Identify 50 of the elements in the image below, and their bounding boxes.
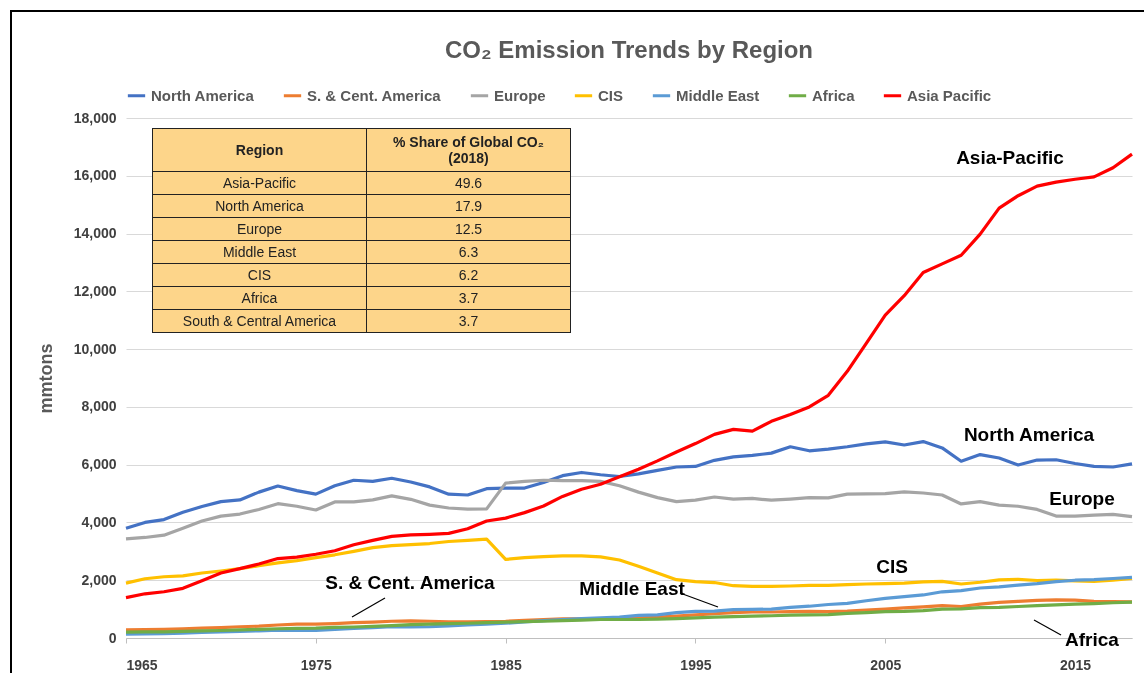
annotation: 6.3: [366, 240, 571, 264]
x-tick-label: 1985: [490, 656, 522, 673]
y-tick-label: 18,000: [73, 109, 117, 126]
annotation: Africa: [152, 286, 367, 310]
annotation: Asia-Pacific: [152, 171, 367, 195]
annotation: Europe: [1049, 488, 1115, 510]
line-series: [124, 439, 1134, 530]
chart-title: CO₂ Emission Trends by Region: [444, 36, 814, 63]
annotation: Middle East: [152, 240, 367, 264]
annotation: North America: [152, 194, 367, 218]
annotation: 12.5: [366, 217, 571, 241]
annotation: Africa: [1065, 629, 1119, 651]
annotation: Asia-Pacific: [956, 147, 1064, 169]
annotation: CIS: [152, 263, 367, 287]
y-axis-title: mmtons: [35, 343, 56, 414]
line-series: [124, 478, 1134, 541]
legend-label: CIS: [598, 86, 624, 104]
annotation: Region: [152, 128, 367, 172]
y-tick-label: 14,000: [73, 225, 117, 242]
x-tick-label: 1965: [126, 656, 158, 673]
y-tick-label: 2,000: [81, 571, 117, 588]
legend-label: Europe: [494, 86, 546, 104]
annotation: 3.7: [366, 309, 571, 333]
x-tick-label: 2005: [870, 656, 902, 673]
legend-label: Middle East: [676, 86, 760, 104]
x-tick-label: 2015: [1059, 656, 1092, 673]
annotation: North America: [963, 424, 1095, 446]
legend-label: Africa: [812, 86, 856, 104]
annotation: 3.7: [366, 286, 571, 310]
y-tick-label: 6,000: [81, 456, 117, 473]
y-tick-label: 8,000: [81, 398, 117, 415]
y-tick-label: 4,000: [81, 513, 117, 530]
annotation: 6.2: [366, 263, 571, 287]
x-tick-label: 1995: [680, 656, 712, 673]
legend-label: S. & Cent. America: [307, 86, 442, 104]
annotation: Middle East: [579, 578, 685, 600]
annotation: S. & Cent. America: [325, 572, 495, 594]
y-tick-label: 0: [108, 629, 117, 646]
legend-label: Asia Pacific: [907, 86, 992, 104]
x-tick-label: 1975: [300, 656, 333, 673]
annotation: 17.9: [366, 194, 571, 218]
annotation: South & Central America: [152, 309, 367, 333]
annotation: % Share of Global CO₂ (2018): [366, 128, 571, 172]
annotation: 49.6: [366, 171, 571, 195]
y-tick-label: 16,000: [73, 167, 117, 184]
y-tick-label: 10,000: [73, 340, 117, 357]
legend-label: North America: [151, 86, 255, 104]
annotation: Europe: [152, 217, 367, 241]
y-tick-label: 12,000: [73, 282, 117, 299]
annotation: CIS: [876, 556, 908, 578]
